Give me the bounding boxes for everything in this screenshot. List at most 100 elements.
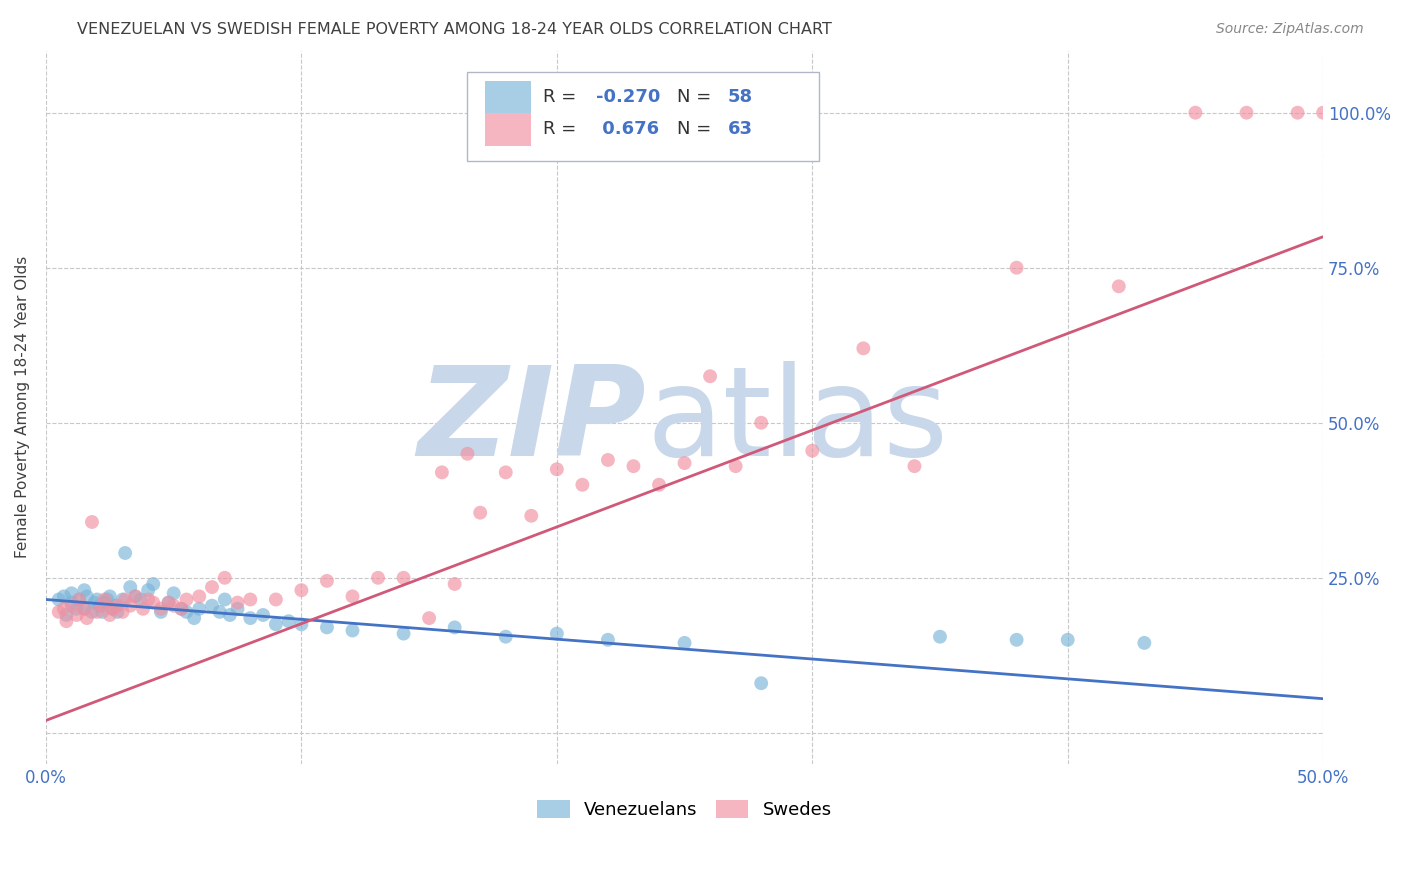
- Point: [1286, 105, 1309, 120]
- Point: [264, 617, 287, 632]
- Point: [801, 443, 824, 458]
- Point: [470, 506, 492, 520]
- Point: [456, 447, 478, 461]
- Point: [316, 574, 339, 588]
- Point: [443, 577, 465, 591]
- Point: [495, 466, 517, 480]
- Point: [129, 592, 152, 607]
- Point: [546, 626, 568, 640]
- Text: VENEZUELAN VS SWEDISH FEMALE POVERTY AMONG 18-24 YEAR OLDS CORRELATION CHART: VENEZUELAN VS SWEDISH FEMALE POVERTY AMO…: [77, 22, 832, 37]
- Point: [443, 620, 465, 634]
- Point: [929, 630, 952, 644]
- Point: [120, 580, 142, 594]
- Point: [157, 596, 180, 610]
- Point: [290, 583, 312, 598]
- Point: [367, 571, 389, 585]
- Point: [183, 611, 205, 625]
- Point: [73, 583, 96, 598]
- Point: [111, 592, 134, 607]
- Point: [342, 624, 364, 638]
- Point: [60, 586, 83, 600]
- Point: [176, 605, 198, 619]
- Point: [201, 599, 224, 613]
- Point: [673, 636, 696, 650]
- Text: N =: N =: [676, 88, 717, 106]
- Point: [277, 614, 299, 628]
- Point: [1056, 632, 1078, 647]
- Point: [163, 586, 186, 600]
- Text: atlas: atlas: [647, 361, 949, 482]
- Point: [48, 592, 70, 607]
- Point: [96, 592, 118, 607]
- Point: [98, 607, 121, 622]
- Point: [201, 580, 224, 594]
- Text: -0.270: -0.270: [596, 88, 661, 106]
- Point: [1312, 105, 1334, 120]
- Point: [176, 592, 198, 607]
- Point: [55, 614, 77, 628]
- Point: [749, 416, 772, 430]
- Point: [214, 592, 236, 607]
- Point: [1236, 105, 1258, 120]
- Point: [648, 477, 671, 491]
- Point: [93, 592, 115, 607]
- Point: [1005, 632, 1028, 647]
- Y-axis label: Female Poverty Among 18-24 Year Olds: Female Poverty Among 18-24 Year Olds: [15, 256, 30, 558]
- Text: 58: 58: [728, 88, 754, 106]
- Point: [1005, 260, 1028, 275]
- FancyBboxPatch shape: [485, 80, 531, 113]
- Point: [52, 590, 75, 604]
- Point: [55, 607, 77, 622]
- Point: [392, 626, 415, 640]
- Point: [214, 571, 236, 585]
- Point: [392, 571, 415, 585]
- Point: [724, 459, 747, 474]
- Point: [149, 605, 172, 619]
- Point: [430, 466, 453, 480]
- Point: [76, 611, 98, 625]
- Point: [52, 602, 75, 616]
- Point: [114, 592, 136, 607]
- Point: [65, 607, 87, 622]
- Text: R =: R =: [543, 120, 582, 138]
- Point: [142, 596, 165, 610]
- FancyBboxPatch shape: [485, 112, 531, 145]
- Point: [673, 456, 696, 470]
- Point: [67, 592, 90, 607]
- Point: [264, 592, 287, 607]
- Point: [76, 590, 98, 604]
- Point: [65, 602, 87, 616]
- Point: [239, 592, 262, 607]
- Point: [699, 369, 721, 384]
- Point: [124, 590, 146, 604]
- Point: [596, 453, 619, 467]
- Point: [80, 605, 103, 619]
- Point: [67, 592, 90, 607]
- Point: [163, 599, 186, 613]
- Point: [316, 620, 339, 634]
- Point: [83, 596, 105, 610]
- Point: [73, 602, 96, 616]
- Point: [107, 599, 129, 613]
- Point: [86, 605, 108, 619]
- Text: N =: N =: [676, 120, 717, 138]
- Point: [571, 477, 593, 491]
- Point: [149, 602, 172, 616]
- Point: [124, 590, 146, 604]
- Point: [903, 459, 925, 474]
- Point: [98, 590, 121, 604]
- Text: ZIP: ZIP: [418, 361, 647, 482]
- Point: [252, 607, 274, 622]
- Point: [596, 632, 619, 647]
- Point: [60, 596, 83, 610]
- Point: [495, 630, 517, 644]
- Text: 63: 63: [728, 120, 754, 138]
- Point: [80, 515, 103, 529]
- Point: [170, 602, 193, 616]
- Point: [239, 611, 262, 625]
- Point: [107, 605, 129, 619]
- Legend: Venezuelans, Swedes: Venezuelans, Swedes: [530, 792, 839, 826]
- Point: [60, 599, 83, 613]
- Point: [418, 611, 440, 625]
- Point: [1108, 279, 1130, 293]
